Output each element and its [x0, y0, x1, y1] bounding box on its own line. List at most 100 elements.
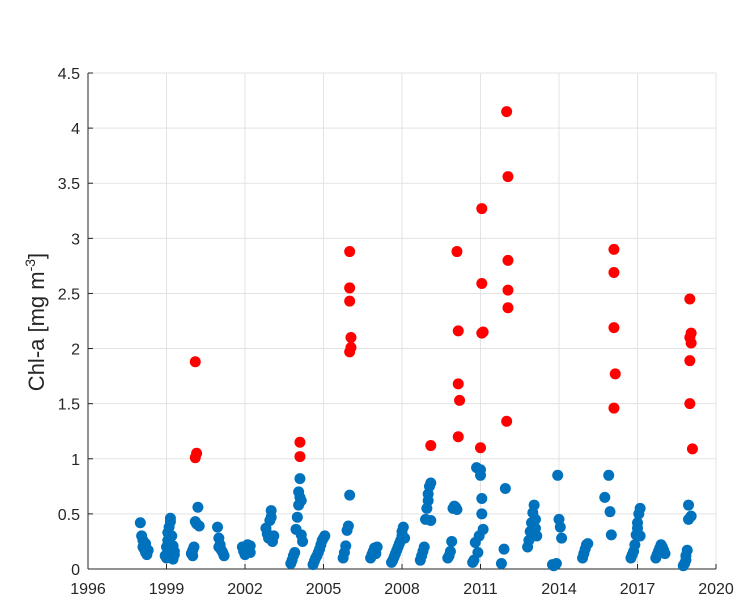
data-point: [685, 510, 697, 522]
data-point: [502, 171, 514, 183]
data-point: [294, 451, 306, 463]
data-point: [295, 495, 307, 507]
data-point: [425, 515, 437, 527]
data-point: [608, 322, 620, 334]
data-point: [371, 541, 383, 553]
data-point: [599, 491, 611, 503]
data-point: [683, 499, 695, 511]
data-point: [142, 544, 154, 556]
y-axis-label-superscript: -3: [22, 259, 38, 272]
y-axis-label: Chl-a [mg m-3]: [22, 253, 49, 391]
y-axis-label-close: ]: [24, 253, 49, 259]
data-point: [528, 499, 540, 511]
data-point: [684, 398, 696, 410]
data-point: [681, 544, 693, 556]
data-point: [344, 282, 356, 294]
data-point: [550, 557, 562, 569]
tick-labels: 1996 1999 2002 2005 2008 2011 2014 2017 2020 0 0.5…: [58, 66, 734, 598]
data-point: [340, 540, 352, 552]
y-tick-label: 4: [71, 121, 80, 138]
data-point: [218, 550, 230, 562]
data-point: [425, 477, 437, 489]
y-axis-label-main: Chl-a [mg m: [24, 271, 49, 391]
data-point: [452, 431, 464, 443]
data-point: [344, 489, 356, 501]
data-point: [495, 557, 507, 569]
data-point: [634, 530, 646, 542]
data-point: [629, 539, 641, 551]
data-point: [685, 337, 697, 349]
data-point: [501, 415, 513, 427]
data-point: [451, 246, 463, 258]
data-point: [344, 346, 356, 358]
x-tick-label: 2014: [541, 581, 577, 598]
data-point: [425, 440, 437, 452]
data-point: [476, 492, 488, 504]
data-point: [193, 520, 205, 532]
data-point: [556, 532, 568, 544]
data-point: [502, 302, 514, 314]
data-point: [192, 501, 204, 513]
data-point: [608, 402, 620, 414]
data-point: [608, 267, 620, 279]
y-tick-label: 3: [71, 231, 80, 248]
data-point: [452, 325, 464, 337]
data-point: [582, 538, 594, 550]
data-point: [294, 436, 306, 448]
y-tick-label: 0: [71, 562, 80, 579]
data-point: [608, 243, 620, 255]
data-point: [167, 553, 179, 565]
data-point: [166, 530, 178, 542]
data-point: [344, 295, 356, 307]
data-point: [454, 394, 466, 406]
data-point: [189, 356, 201, 368]
data-point: [609, 368, 621, 380]
data-point: [472, 546, 484, 558]
data-point: [289, 546, 301, 558]
x-tick-label: 2017: [620, 581, 656, 598]
data-point: [187, 544, 199, 556]
data-point: [444, 545, 456, 557]
data-point: [476, 278, 488, 290]
data-point: [319, 530, 331, 542]
data-point: [685, 327, 697, 339]
data-point: [605, 529, 617, 541]
data-point: [297, 535, 309, 547]
x-tick-label: 1999: [149, 581, 185, 598]
data-point: [291, 511, 303, 523]
x-tick-label: 2002: [227, 581, 263, 598]
y-tick-label: 4.5: [58, 66, 80, 83]
x-tick-label: 2011: [463, 581, 498, 598]
data-point: [501, 106, 513, 118]
data-point: [531, 530, 543, 542]
data-point: [659, 548, 671, 560]
data-point: [634, 502, 646, 514]
data-point: [476, 508, 488, 520]
data-point: [498, 543, 510, 555]
data-point: [342, 520, 354, 532]
data-point: [191, 447, 203, 459]
y-tick-label: 2: [71, 342, 80, 359]
data-point: [684, 293, 696, 305]
data-point: [446, 535, 458, 547]
data-points: [134, 106, 698, 572]
data-point: [604, 506, 616, 518]
data-point: [499, 483, 511, 495]
data-point: [345, 332, 357, 344]
data-point: [244, 540, 256, 552]
data-point: [134, 517, 146, 529]
data-point: [344, 246, 356, 258]
data-point: [502, 254, 514, 266]
data-point: [418, 541, 430, 553]
x-tick-label: 2020: [698, 581, 734, 598]
data-point: [684, 355, 696, 367]
y-tick-label: 1: [71, 452, 80, 469]
data-point: [265, 511, 277, 523]
data-point: [476, 327, 488, 339]
data-point: [529, 513, 541, 525]
y-tick-label: 0.5: [58, 507, 80, 524]
data-point: [476, 203, 488, 215]
y-tick-label: 3.5: [58, 176, 80, 193]
data-point: [475, 442, 486, 454]
